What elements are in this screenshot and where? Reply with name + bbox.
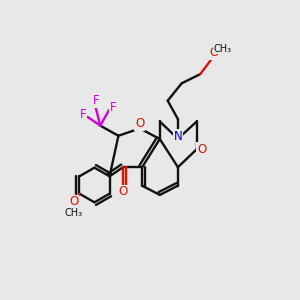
Text: O: O — [197, 143, 206, 156]
Text: O: O — [118, 185, 128, 198]
Text: O: O — [210, 46, 219, 59]
Text: N: N — [174, 130, 182, 143]
Text: F: F — [93, 94, 100, 107]
Text: O: O — [69, 195, 78, 208]
Text: F: F — [80, 108, 87, 121]
Text: CH₃: CH₃ — [64, 208, 82, 218]
Text: O: O — [135, 117, 144, 130]
Text: CH₃: CH₃ — [214, 44, 232, 54]
Text: F: F — [110, 101, 117, 114]
